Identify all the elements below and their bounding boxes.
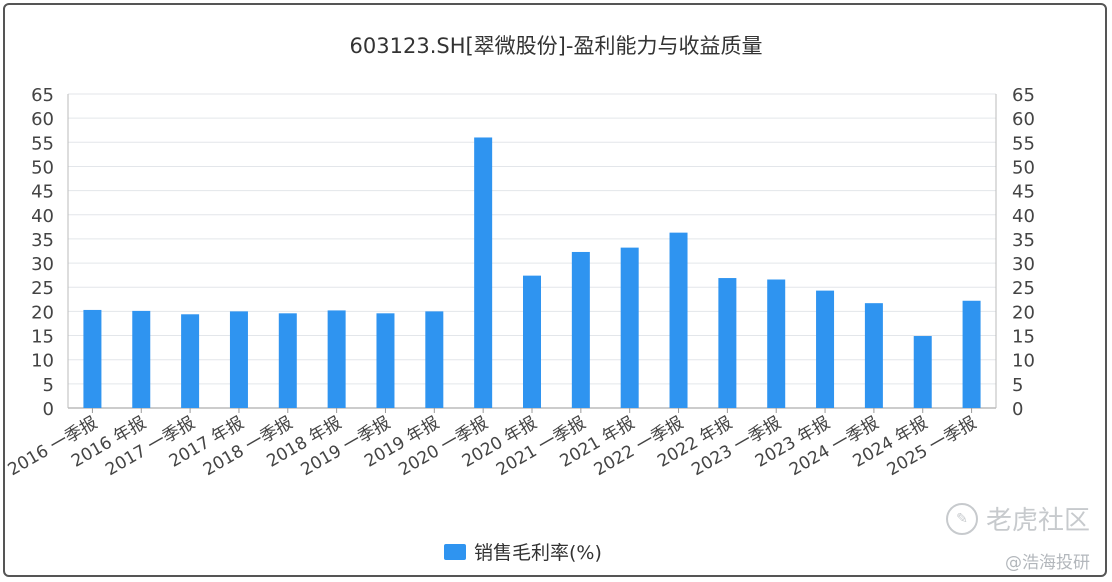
bar: [571, 251, 590, 408]
y-tick-label: 5: [43, 375, 54, 396]
bar: [816, 290, 835, 408]
bar: [669, 232, 688, 408]
y-tick-label-right: 55: [1012, 133, 1035, 154]
watermark-author: @浩海投研: [1005, 553, 1090, 573]
y-tick-label: 30: [31, 254, 54, 275]
y-tick-label: 20: [31, 302, 54, 323]
legend-label: 销售毛利率(%): [474, 542, 602, 564]
tiger-logo-icon: ✎: [945, 502, 978, 535]
bar: [425, 311, 444, 408]
legend-swatch: [444, 543, 466, 560]
bar: [474, 137, 493, 408]
y-tick-label-right: 20: [1012, 302, 1035, 323]
y-tick-label-right: 5: [1012, 375, 1023, 396]
y-tick-label-right: 0: [1012, 399, 1023, 420]
y-tick-label: 0: [43, 399, 54, 420]
bar: [864, 303, 883, 408]
bar: [376, 313, 395, 408]
y-tick-label-right: 15: [1012, 327, 1035, 348]
y-tick-label-right: 25: [1012, 278, 1035, 299]
y-tick-label: 55: [31, 133, 54, 154]
bar: [132, 310, 151, 408]
bar: [229, 311, 248, 408]
bar: [83, 309, 102, 408]
bar: [962, 300, 981, 408]
bar: [327, 310, 346, 408]
bar: [767, 279, 786, 408]
y-tick-label-right: 10: [1012, 351, 1035, 372]
y-tick-label-right: 30: [1012, 254, 1035, 275]
bar: [523, 275, 541, 408]
chart-frame: [3, 3, 1107, 577]
y-tick-label: 60: [31, 109, 54, 130]
y-tick-label: 25: [31, 278, 54, 299]
y-tick-label: 40: [31, 206, 54, 227]
y-tick-label-right: 65: [1012, 85, 1035, 106]
y-tick-label-right: 50: [1012, 157, 1035, 178]
watermark: ✎ 老虎社区: [945, 500, 1090, 537]
y-tick-label: 35: [31, 230, 54, 251]
y-tick-label: 65: [31, 85, 54, 106]
y-tick-label: 50: [31, 157, 54, 178]
legend[interactable]: 销售毛利率(%): [444, 538, 602, 565]
y-tick-label-right: 35: [1012, 230, 1035, 251]
y-tick-label-right: 45: [1012, 182, 1035, 203]
bar: [278, 313, 297, 408]
chart-title: 603123.SH[翠微股份]-盈利能力与收益质量: [349, 34, 763, 58]
y-tick-label: 45: [31, 182, 54, 203]
bar: [181, 314, 200, 408]
bar: [718, 278, 737, 408]
y-tick-label: 15: [31, 327, 54, 348]
bar: [620, 247, 639, 408]
y-tick-label: 10: [31, 351, 54, 372]
watermark-text: 老虎社区: [985, 506, 1090, 536]
bar: [913, 336, 932, 408]
y-tick-label-right: 40: [1012, 206, 1035, 227]
y-tick-label-right: 60: [1012, 109, 1035, 130]
